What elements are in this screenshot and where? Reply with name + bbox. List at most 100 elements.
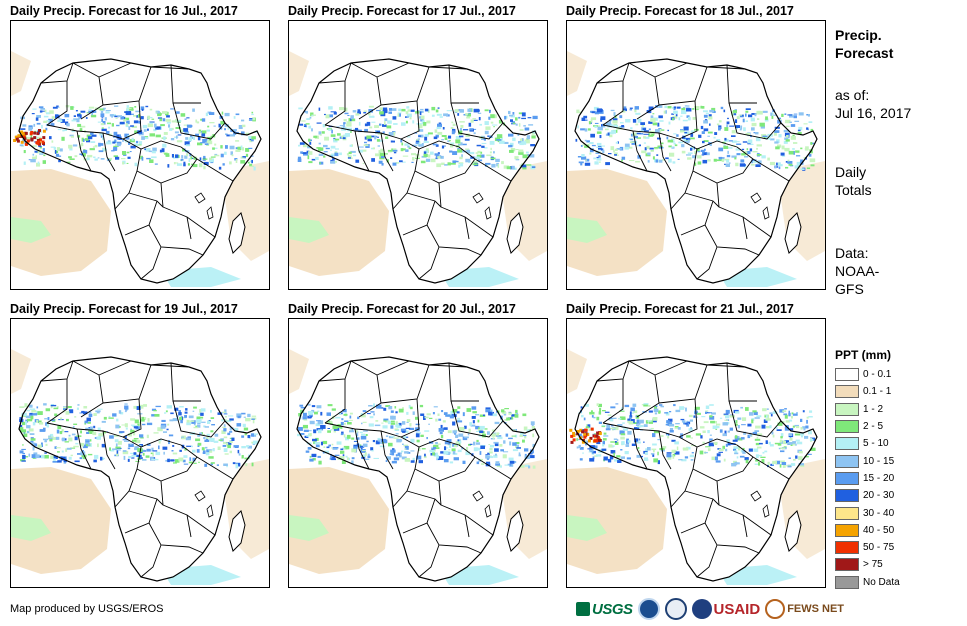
rain-speckle xyxy=(45,443,48,446)
rain-speckle xyxy=(508,144,513,148)
rain-speckle xyxy=(319,162,321,164)
rain-speckle xyxy=(594,455,598,457)
rain-speckle xyxy=(229,418,234,421)
rain-speckle xyxy=(32,153,35,156)
rain-speckle xyxy=(725,448,728,452)
rain-speckle xyxy=(79,153,84,155)
rain-speckle xyxy=(466,113,471,117)
rain-speckle xyxy=(353,446,358,449)
rain-speckle xyxy=(331,408,336,411)
rain-speckle xyxy=(151,156,157,159)
usgs-mark-icon xyxy=(576,602,590,616)
rain-speckle xyxy=(716,139,721,142)
rain-speckle xyxy=(600,116,606,120)
rain-speckle xyxy=(512,442,517,446)
rain-speckle xyxy=(375,153,381,157)
rain-speckle xyxy=(96,436,101,440)
rain-speckle xyxy=(455,441,460,445)
rain-speckle xyxy=(799,432,805,436)
rain-speckle xyxy=(477,419,480,423)
rain-speckle xyxy=(141,108,144,111)
rain-speckle xyxy=(575,138,578,142)
rain-speckle xyxy=(31,442,36,447)
rain-speckle xyxy=(19,144,24,147)
rain-speckle xyxy=(235,113,240,116)
legend-label: 40 - 50 xyxy=(863,524,895,536)
rain-speckle xyxy=(433,444,439,447)
rain-speckle xyxy=(784,137,789,140)
rain-speckle xyxy=(673,110,678,114)
rain-speckle xyxy=(184,155,188,159)
rain-speckle xyxy=(457,449,462,453)
rain-speckle xyxy=(584,162,591,166)
rain-speckle xyxy=(310,112,314,117)
rain-speckle xyxy=(648,128,651,131)
rain-speckle xyxy=(447,140,450,143)
rain-speckle xyxy=(632,119,637,123)
rain-speckle xyxy=(229,450,232,454)
rain-speckle xyxy=(34,443,38,447)
rain-speckle xyxy=(223,436,228,439)
rain-speckle xyxy=(522,439,525,443)
rain-speckle xyxy=(218,123,221,128)
rain-speckle xyxy=(577,156,582,158)
rain-speckle xyxy=(158,440,161,444)
rain-speckle xyxy=(423,455,427,459)
legend-label: 30 - 40 xyxy=(863,507,895,519)
rain-speckle xyxy=(690,133,694,137)
rain-speckle xyxy=(672,117,674,121)
heavy-rain-cell xyxy=(583,433,587,437)
rain-speckle xyxy=(306,435,309,437)
rain-speckle xyxy=(600,148,604,151)
rain-speckle xyxy=(115,446,121,449)
rain-speckle xyxy=(378,160,383,164)
rain-speckle xyxy=(607,414,612,416)
rain-speckle xyxy=(36,136,42,141)
rain-speckle xyxy=(108,126,111,129)
rain-speckle xyxy=(697,412,701,415)
rain-speckle xyxy=(638,450,641,452)
rain-speckle xyxy=(325,147,330,150)
rain-speckle xyxy=(745,120,748,122)
rain-speckle xyxy=(603,456,608,461)
heavy-rain-cell xyxy=(579,428,583,432)
rain-speckle xyxy=(420,413,425,416)
rain-speckle xyxy=(796,161,802,166)
rain-speckle xyxy=(405,116,409,118)
rain-speckle xyxy=(629,107,633,109)
rain-speckle xyxy=(415,140,420,143)
legend-label: 10 - 15 xyxy=(863,455,895,467)
rain-speckle xyxy=(118,410,122,414)
rain-speckle xyxy=(88,155,91,157)
rain-speckle xyxy=(163,431,167,433)
rain-speckle xyxy=(378,139,384,142)
rain-speckle xyxy=(437,156,441,159)
rain-speckle xyxy=(383,418,389,421)
rain-speckle xyxy=(499,465,502,468)
country-border xyxy=(704,522,760,554)
rain-speckle xyxy=(660,405,664,408)
rain-speckle xyxy=(628,160,635,161)
rain-speckle xyxy=(692,108,695,110)
rain-speckle xyxy=(731,135,736,137)
rain-speckle xyxy=(129,109,134,111)
rain-speckle xyxy=(578,161,584,164)
rain-speckle xyxy=(644,451,648,455)
rain-speckle xyxy=(459,438,462,441)
country-border xyxy=(716,480,772,536)
rain-speckle xyxy=(615,403,619,405)
rain-speckle xyxy=(300,151,304,154)
rain-speckle xyxy=(522,167,527,170)
rain-speckle xyxy=(441,139,444,141)
country-border xyxy=(678,398,698,438)
rain-speckle xyxy=(686,435,691,438)
rain-speckle xyxy=(601,145,605,147)
rain-speckle xyxy=(21,412,27,417)
rain-speckle xyxy=(147,418,150,422)
rain-speckle xyxy=(770,112,773,116)
rain-speckle xyxy=(125,123,128,126)
rain-speckle xyxy=(206,449,211,453)
rain-speckle xyxy=(494,442,499,447)
rain-speckle xyxy=(179,129,184,132)
heavy-rain-cell xyxy=(572,438,576,442)
